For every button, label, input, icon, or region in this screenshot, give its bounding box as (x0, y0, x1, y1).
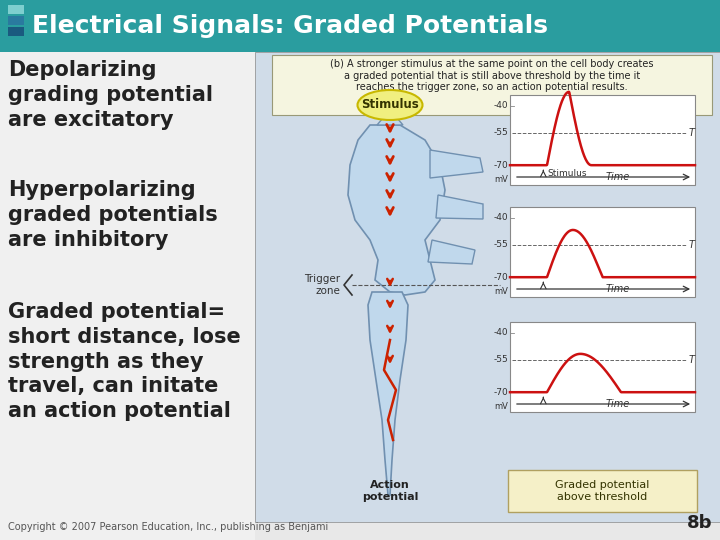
Text: Stimulus: Stimulus (361, 98, 419, 111)
Bar (8, 16, 24, 25)
Text: mV: mV (494, 175, 508, 184)
Text: Trigger
zone: Trigger zone (304, 274, 340, 296)
Bar (510, 95, 695, 185)
Bar (8, 5, 24, 14)
Text: -55: -55 (493, 129, 508, 137)
Text: Time: Time (606, 284, 629, 294)
Text: Graded potential
above threshold: Graded potential above threshold (555, 480, 649, 502)
Bar (255, 52, 720, 522)
Text: mV: mV (494, 402, 508, 411)
Text: -70: -70 (493, 161, 508, 170)
Text: T: T (689, 355, 695, 365)
Bar (8, 27, 24, 36)
Text: T: T (689, 128, 695, 138)
Text: Time: Time (606, 399, 629, 409)
Text: -40: -40 (493, 102, 508, 110)
Text: Hyperpolarizing
graded potentials
are inhibitory: Hyperpolarizing graded potentials are in… (8, 180, 217, 249)
Text: -40: -40 (493, 213, 508, 222)
Text: Copyright © 2007 Pearson Education, Inc., publishing as Benjami: Copyright © 2007 Pearson Education, Inc.… (8, 522, 328, 532)
Polygon shape (436, 195, 483, 219)
Bar (0, 52, 255, 540)
Text: -55: -55 (493, 355, 508, 364)
Text: Action
potential: Action potential (362, 481, 418, 502)
Ellipse shape (358, 90, 423, 120)
FancyBboxPatch shape (508, 470, 697, 512)
Text: (b) A stronger stimulus at the same point on the cell body creates
a graded pote: (b) A stronger stimulus at the same poin… (330, 59, 654, 92)
Text: Graded potential=
short distance, lose
strength as they
travel, can initate
an a: Graded potential= short distance, lose s… (8, 302, 240, 421)
Text: mV: mV (494, 287, 508, 296)
Text: T: T (689, 240, 695, 250)
Text: Electrical Signals: Graded Potentials: Electrical Signals: Graded Potentials (32, 14, 548, 38)
Text: Time: Time (606, 172, 629, 182)
Polygon shape (377, 118, 403, 125)
Polygon shape (428, 240, 475, 264)
Text: -40: -40 (493, 328, 508, 338)
Polygon shape (368, 292, 408, 495)
Bar (0, 0, 720, 52)
Bar (510, 322, 695, 412)
Text: Stimulus: Stimulus (547, 169, 587, 178)
FancyBboxPatch shape (272, 55, 712, 115)
Polygon shape (430, 150, 483, 178)
Bar (510, 207, 695, 297)
Text: Depolarizing
grading potential
are excitatory: Depolarizing grading potential are excit… (8, 60, 213, 130)
Text: -70: -70 (493, 273, 508, 282)
Polygon shape (348, 125, 445, 295)
Text: 8b: 8b (686, 514, 712, 532)
Text: -55: -55 (493, 240, 508, 249)
Text: -70: -70 (493, 388, 508, 397)
